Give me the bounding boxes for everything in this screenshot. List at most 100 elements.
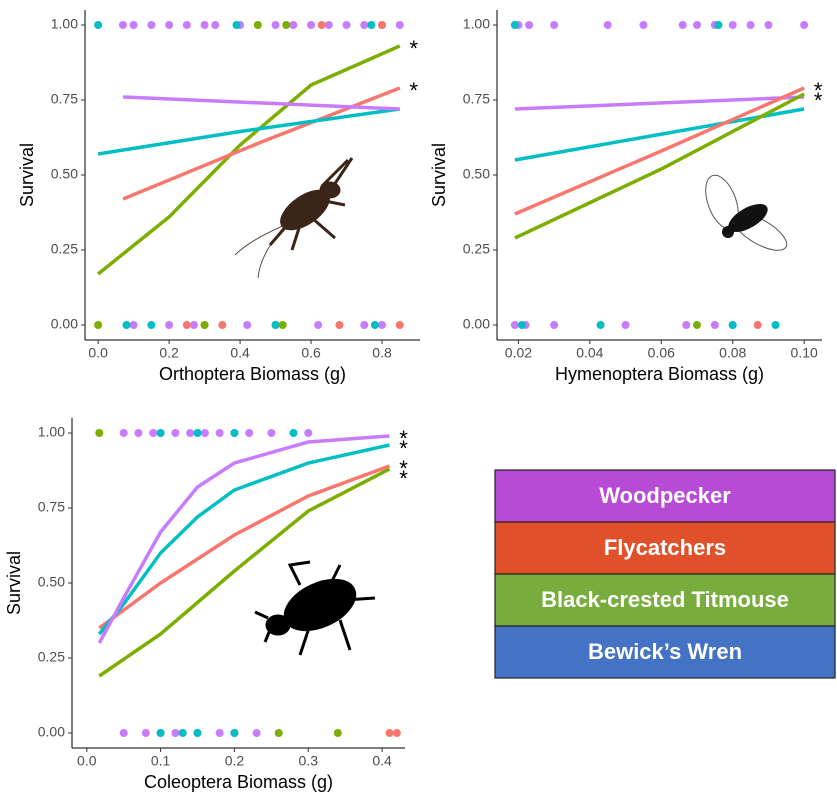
- point: [200, 21, 209, 29]
- point: [518, 321, 526, 329]
- x-tick-label: 0.02: [505, 345, 532, 361]
- point: [335, 321, 344, 329]
- y-axis-label: Survival: [4, 551, 24, 615]
- point: [333, 729, 342, 737]
- point: [678, 21, 687, 29]
- y-axis-label: Survival: [429, 143, 449, 207]
- point: [728, 321, 737, 329]
- y-tick-label: 1.00: [51, 16, 78, 32]
- point: [134, 429, 143, 437]
- x-tick-label: 0.04: [576, 345, 603, 361]
- point: [746, 21, 755, 29]
- beetle-icon: [254, 560, 376, 656]
- point: [230, 429, 239, 437]
- point: [122, 321, 131, 329]
- x-axis-label: Orthoptera Biomass (g): [159, 364, 346, 384]
- wasp-icon: [705, 174, 788, 251]
- fit-line: [514, 95, 805, 111]
- point: [94, 21, 103, 29]
- fit-line: [97, 443, 390, 636]
- point: [728, 21, 737, 29]
- point: [550, 321, 559, 329]
- x-axis-label: Coleoptera Biomass (g): [144, 772, 333, 792]
- point: [271, 321, 280, 329]
- fit-line: [514, 92, 805, 240]
- point: [141, 729, 150, 737]
- legend-label: Woodpecker: [599, 483, 731, 508]
- point: [156, 729, 165, 737]
- legend-label: Flycatchers: [604, 535, 726, 560]
- point: [230, 729, 239, 737]
- point: [370, 321, 379, 329]
- x-axis-label: Hymenoptera Biomass (g): [555, 364, 764, 384]
- x-tick-label: 0.3: [299, 753, 319, 769]
- point: [314, 321, 323, 329]
- point: [171, 729, 180, 737]
- point: [603, 21, 612, 29]
- point: [193, 429, 202, 437]
- point: [129, 21, 138, 29]
- x-tick-label: 0.08: [719, 345, 746, 361]
- y-tick-label: 0.25: [38, 649, 65, 665]
- point: [119, 429, 128, 437]
- fit-line: [97, 434, 390, 644]
- point: [714, 21, 723, 29]
- significance-mark: *: [814, 88, 823, 113]
- y-tick-label: 0.75: [38, 499, 65, 515]
- point: [342, 21, 351, 29]
- point: [550, 21, 559, 29]
- point: [278, 321, 287, 329]
- point: [693, 321, 701, 329]
- x-tick-label: 0.1: [151, 753, 171, 769]
- point: [289, 21, 298, 29]
- x-tick-label: 0.2: [159, 345, 179, 361]
- point: [119, 729, 128, 737]
- x-tick-label: 0.10: [791, 345, 818, 361]
- point: [215, 429, 224, 437]
- point: [252, 729, 261, 737]
- point: [267, 429, 276, 437]
- y-tick-label: 0.50: [51, 166, 78, 182]
- point: [771, 321, 780, 329]
- y-tick-label: 0.75: [463, 91, 490, 107]
- x-tick-label: 0.8: [372, 345, 392, 361]
- point: [360, 321, 369, 329]
- point: [245, 429, 254, 437]
- y-tick-label: 0.00: [51, 316, 78, 332]
- y-tick-label: 1.00: [463, 16, 490, 32]
- y-tick-label: 0.75: [51, 91, 78, 107]
- point: [94, 321, 103, 329]
- point: [753, 321, 762, 329]
- point: [395, 21, 404, 29]
- point: [360, 21, 369, 29]
- y-axis-label: Survival: [17, 143, 37, 207]
- point: [282, 21, 291, 29]
- point: [165, 321, 174, 329]
- point: [182, 21, 191, 29]
- point: [367, 21, 376, 29]
- point: [211, 21, 220, 29]
- significance-mark: *: [409, 78, 418, 103]
- point: [147, 21, 156, 29]
- point: [271, 21, 280, 29]
- point: [693, 21, 701, 29]
- y-tick-label: 0.50: [463, 166, 490, 182]
- fit-line: [98, 467, 391, 678]
- point: [274, 729, 283, 737]
- point: [764, 21, 773, 29]
- point: [178, 729, 187, 737]
- point: [639, 21, 648, 29]
- x-tick-label: 0.6: [301, 345, 321, 361]
- point: [378, 21, 387, 29]
- point: [186, 429, 195, 437]
- x-tick-label: 0.4: [372, 753, 392, 769]
- significance-mark: *: [399, 466, 408, 491]
- point: [232, 21, 241, 29]
- point: [149, 429, 158, 437]
- significance-mark: *: [399, 436, 408, 461]
- point: [129, 321, 138, 329]
- y-tick-label: 0.00: [38, 724, 65, 740]
- point: [525, 21, 534, 29]
